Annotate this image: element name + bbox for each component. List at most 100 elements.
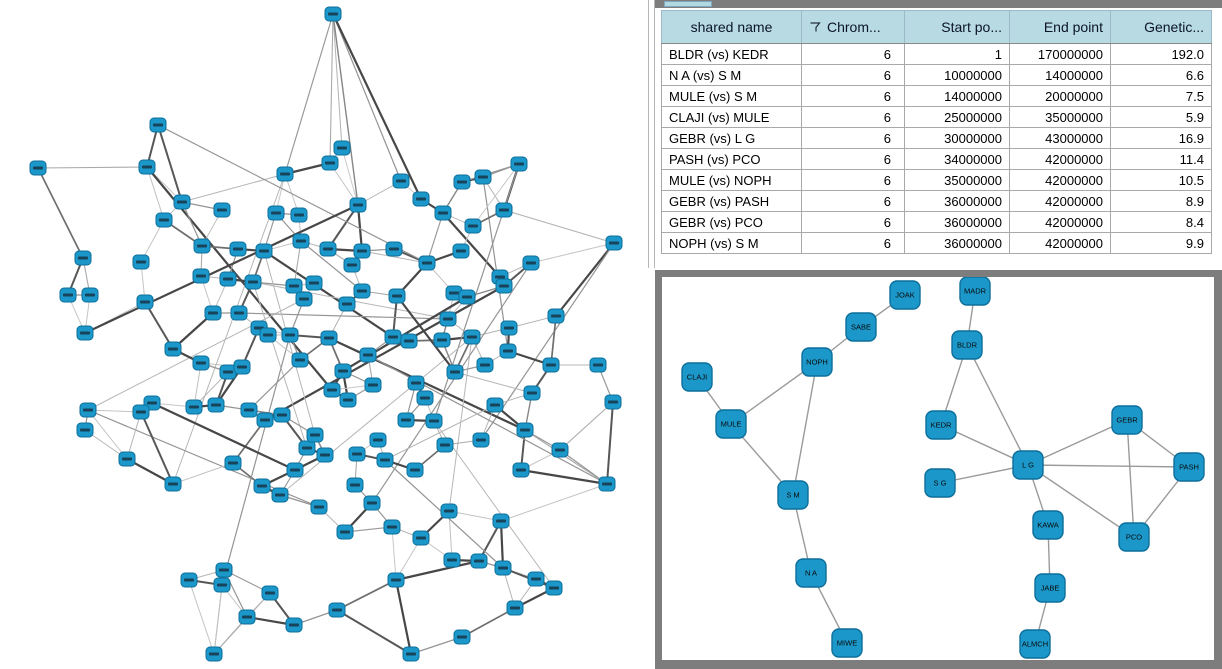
- table-cell[interactable]: 42000000: [1009, 211, 1111, 233]
- network-edge[interactable]: [395, 559, 480, 582]
- network-edge[interactable]: [126, 411, 142, 460]
- network-node[interactable]: [328, 602, 346, 618]
- network-node[interactable]: [463, 329, 481, 345]
- network-node[interactable]: [219, 364, 237, 380]
- network-edge[interactable]: [1027, 464, 1190, 468]
- table-cell[interactable]: 11.4: [1110, 148, 1212, 170]
- network-edge[interactable]: [394, 579, 413, 655]
- table-cell[interactable]: 6: [801, 211, 905, 233]
- column-header-3[interactable]: End point: [1009, 10, 1111, 44]
- network-node[interactable]: [436, 437, 454, 453]
- funnel-icon[interactable]: [809, 21, 821, 33]
- network-node[interactable]: [213, 577, 231, 593]
- network-node[interactable]: [359, 347, 377, 363]
- network-node[interactable]: [369, 432, 387, 448]
- network-node[interactable]: [499, 343, 517, 359]
- table-cell[interactable]: 6: [801, 148, 905, 170]
- table-row[interactable]: BLDR (vs) KEDR 6 1 170000000 192.0: [661, 43, 1212, 65]
- network-edge[interactable]: [1027, 464, 1135, 538]
- network-edge[interactable]: [332, 13, 422, 200]
- network-node-bldr[interactable]: BLDR: [951, 330, 983, 360]
- network-node[interactable]: [295, 291, 313, 307]
- network-node[interactable]: [219, 271, 237, 287]
- network-node[interactable]: [238, 609, 256, 625]
- network-node[interactable]: [291, 352, 309, 368]
- table-cell[interactable]: 6: [801, 232, 905, 254]
- network-node[interactable]: [74, 250, 92, 266]
- network-edge[interactable]: [472, 163, 520, 227]
- table-cell[interactable]: PASH (vs) PCO: [661, 148, 802, 170]
- network-node-s-g[interactable]: S G: [924, 468, 956, 498]
- network-node[interactable]: [286, 462, 304, 478]
- network-node[interactable]: [240, 402, 258, 418]
- network-node[interactable]: [551, 442, 569, 458]
- network-node[interactable]: [387, 572, 405, 588]
- network-node[interactable]: [494, 560, 512, 576]
- network-node-gebr[interactable]: GEBR: [1111, 405, 1143, 435]
- network-edge[interactable]: [329, 13, 334, 164]
- network-edge[interactable]: [433, 420, 555, 589]
- network-node-claji[interactable]: CLAJI: [681, 362, 713, 392]
- network-node[interactable]: [433, 332, 451, 348]
- network-node[interactable]: [512, 462, 530, 478]
- network-node-sabe[interactable]: SABE: [845, 312, 877, 342]
- sub-network-svg[interactable]: JOAK MADR SABE NOPH CLAJI BLDR MULE KEDR GEBR L G…: [662, 277, 1214, 660]
- network-edge[interactable]: [966, 344, 1029, 466]
- table-cell[interactable]: 42000000: [1009, 169, 1111, 191]
- network-edge[interactable]: [221, 334, 291, 586]
- network-node[interactable]: [185, 399, 203, 415]
- table-cell[interactable]: N A (vs) S M: [661, 64, 802, 86]
- network-edge[interactable]: [500, 483, 608, 522]
- table-cell[interactable]: 6.6: [1110, 64, 1212, 86]
- panel-divider[interactable]: [648, 0, 655, 268]
- table-cell[interactable]: 42000000: [1009, 148, 1111, 170]
- network-node[interactable]: [516, 422, 534, 438]
- network-node[interactable]: [392, 173, 410, 189]
- network-node[interactable]: [495, 202, 513, 218]
- table-cell[interactable]: 192.0: [1110, 43, 1212, 65]
- network-node[interactable]: [464, 218, 482, 234]
- network-node-kawa[interactable]: KAWA: [1032, 510, 1064, 540]
- table-row[interactable]: GEBR (vs) PASH 6 36000000 42000000 8.9: [661, 190, 1212, 212]
- network-edge[interactable]: [151, 402, 296, 471]
- table-cell[interactable]: 7.5: [1110, 85, 1212, 107]
- network-node[interactable]: [542, 357, 560, 373]
- network-node[interactable]: [343, 257, 361, 273]
- network-node[interactable]: [527, 571, 545, 587]
- network-node[interactable]: [230, 305, 248, 321]
- column-header-4[interactable]: Genetic...: [1110, 10, 1212, 44]
- column-header-0[interactable]: shared name: [661, 10, 802, 44]
- table-cell[interactable]: 10000000: [904, 64, 1010, 86]
- network-node[interactable]: [506, 600, 524, 616]
- network-node[interactable]: [604, 394, 622, 410]
- network-edge[interactable]: [448, 510, 502, 522]
- network-node[interactable]: [425, 413, 443, 429]
- table-cell[interactable]: 35000000: [1009, 106, 1111, 128]
- main-network-canvas[interactable]: [0, 0, 655, 669]
- network-node[interactable]: [259, 327, 277, 343]
- network-node-pash[interactable]: PASH: [1173, 452, 1205, 482]
- network-node[interactable]: [476, 357, 494, 373]
- network-edge[interactable]: [336, 609, 412, 655]
- network-edge[interactable]: [146, 166, 165, 221]
- network-node-joak[interactable]: JOAK: [889, 280, 921, 310]
- table-cell[interactable]: 20000000: [1009, 85, 1111, 107]
- table-row[interactable]: PASH (vs) PCO 6 34000000 42000000 11.4: [661, 148, 1212, 170]
- network-edge[interactable]: [361, 250, 428, 264]
- table-cell[interactable]: 14000000: [904, 85, 1010, 107]
- network-edge[interactable]: [263, 250, 316, 436]
- table-cell[interactable]: GEBR (vs) PASH: [661, 190, 802, 212]
- network-node-almch[interactable]: ALMCH: [1019, 629, 1051, 659]
- network-node[interactable]: [453, 174, 471, 190]
- network-node[interactable]: [320, 330, 338, 346]
- table-row[interactable]: GEBR (vs) L G 6 30000000 43000000 16.9: [661, 127, 1212, 149]
- network-node[interactable]: [155, 212, 173, 228]
- network-edge[interactable]: [263, 250, 394, 338]
- network-node[interactable]: [510, 156, 528, 172]
- network-edge[interactable]: [384, 404, 496, 461]
- network-node-madr[interactable]: MADR: [959, 277, 991, 306]
- table-row[interactable]: MULE (vs) NOPH 6 35000000 42000000 10.5: [661, 169, 1212, 191]
- network-node[interactable]: [310, 499, 328, 515]
- table-cell[interactable]: 36000000: [904, 232, 1010, 254]
- network-node[interactable]: [492, 513, 510, 529]
